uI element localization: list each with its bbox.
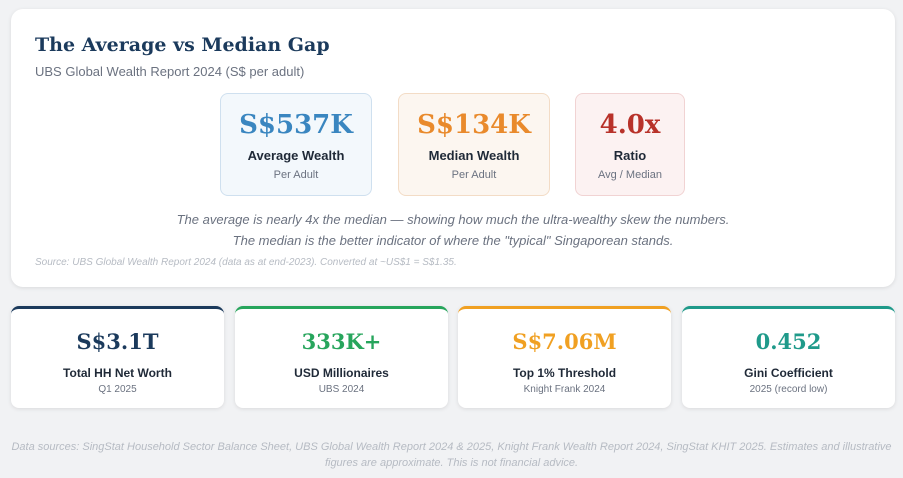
kpi-sub: UBS 2024	[318, 384, 365, 395]
kpi-card-usd-millionaires: 333K+ USD Millionaires UBS 2024	[235, 306, 448, 408]
kpi-card-gini-coefficient: 0.452 Gini Coefficient 2025 (record low)	[682, 306, 895, 408]
ratio-value: 4.0x	[599, 110, 661, 140]
kpi-value: 0.452	[755, 329, 822, 354]
ratio-box: 4.0x Ratio Avg / Median	[575, 93, 685, 196]
explanation-note-2: The median is the better indicator of wh…	[232, 233, 674, 248]
median-wealth-label: Median Wealth	[428, 148, 520, 163]
card-title: The Average vs Median Gap	[35, 34, 330, 56]
kpi-card-top-1-threshold: S$7.06M Top 1% Threshold Knight Frank 20…	[458, 306, 671, 408]
kpi-card-total-net-worth: S$3.1T Total HH Net Worth Q1 2025	[11, 306, 224, 408]
median-wealth-value: S$134K	[417, 110, 531, 140]
kpi-label: Gini Coefficient	[744, 366, 833, 380]
explanation-note-1: The average is nearly 4x the median — sh…	[176, 212, 730, 227]
median-wealth-box: S$134K Median Wealth Per Adult	[398, 93, 550, 196]
kpi-sub: Knight Frank 2024	[523, 384, 606, 395]
kpi-label: Total HH Net Worth	[63, 366, 172, 380]
kpi-value: S$3.1T	[76, 329, 159, 354]
kpi-value: 333K+	[301, 329, 382, 354]
kpi-value: S$7.06M	[512, 329, 617, 354]
ratio-sub: Avg / Median	[597, 169, 662, 181]
kpi-label: Top 1% Threshold	[512, 366, 617, 380]
median-wealth-sub: Per Adult	[451, 169, 497, 181]
average-wealth-sub: Per Adult	[273, 169, 319, 181]
kpi-label: USD Millionaires	[294, 366, 389, 380]
kpi-sub: Q1 2025	[98, 384, 137, 395]
kpi-sub: 2025 (record low)	[749, 384, 828, 395]
ratio-label: Ratio	[613, 148, 647, 163]
footer-disclaimer-line-2: figures are approximate. This is not fin…	[324, 457, 579, 469]
footer-disclaimer-line-1: Data sources: SingStat Household Sector …	[11, 441, 892, 453]
average-wealth-box: S$537K Average Wealth Per Adult	[220, 93, 372, 196]
average-wealth-label: Average Wealth	[247, 148, 345, 163]
source-note: Source: UBS Global Wealth Report 2024 (d…	[35, 257, 457, 268]
average-median-card: The Average vs Median Gap UBS Global Wea…	[11, 9, 895, 287]
average-wealth-value: S$537K	[239, 110, 353, 140]
card-subtitle: UBS Global Wealth Report 2024 (S$ per ad…	[35, 64, 305, 79]
